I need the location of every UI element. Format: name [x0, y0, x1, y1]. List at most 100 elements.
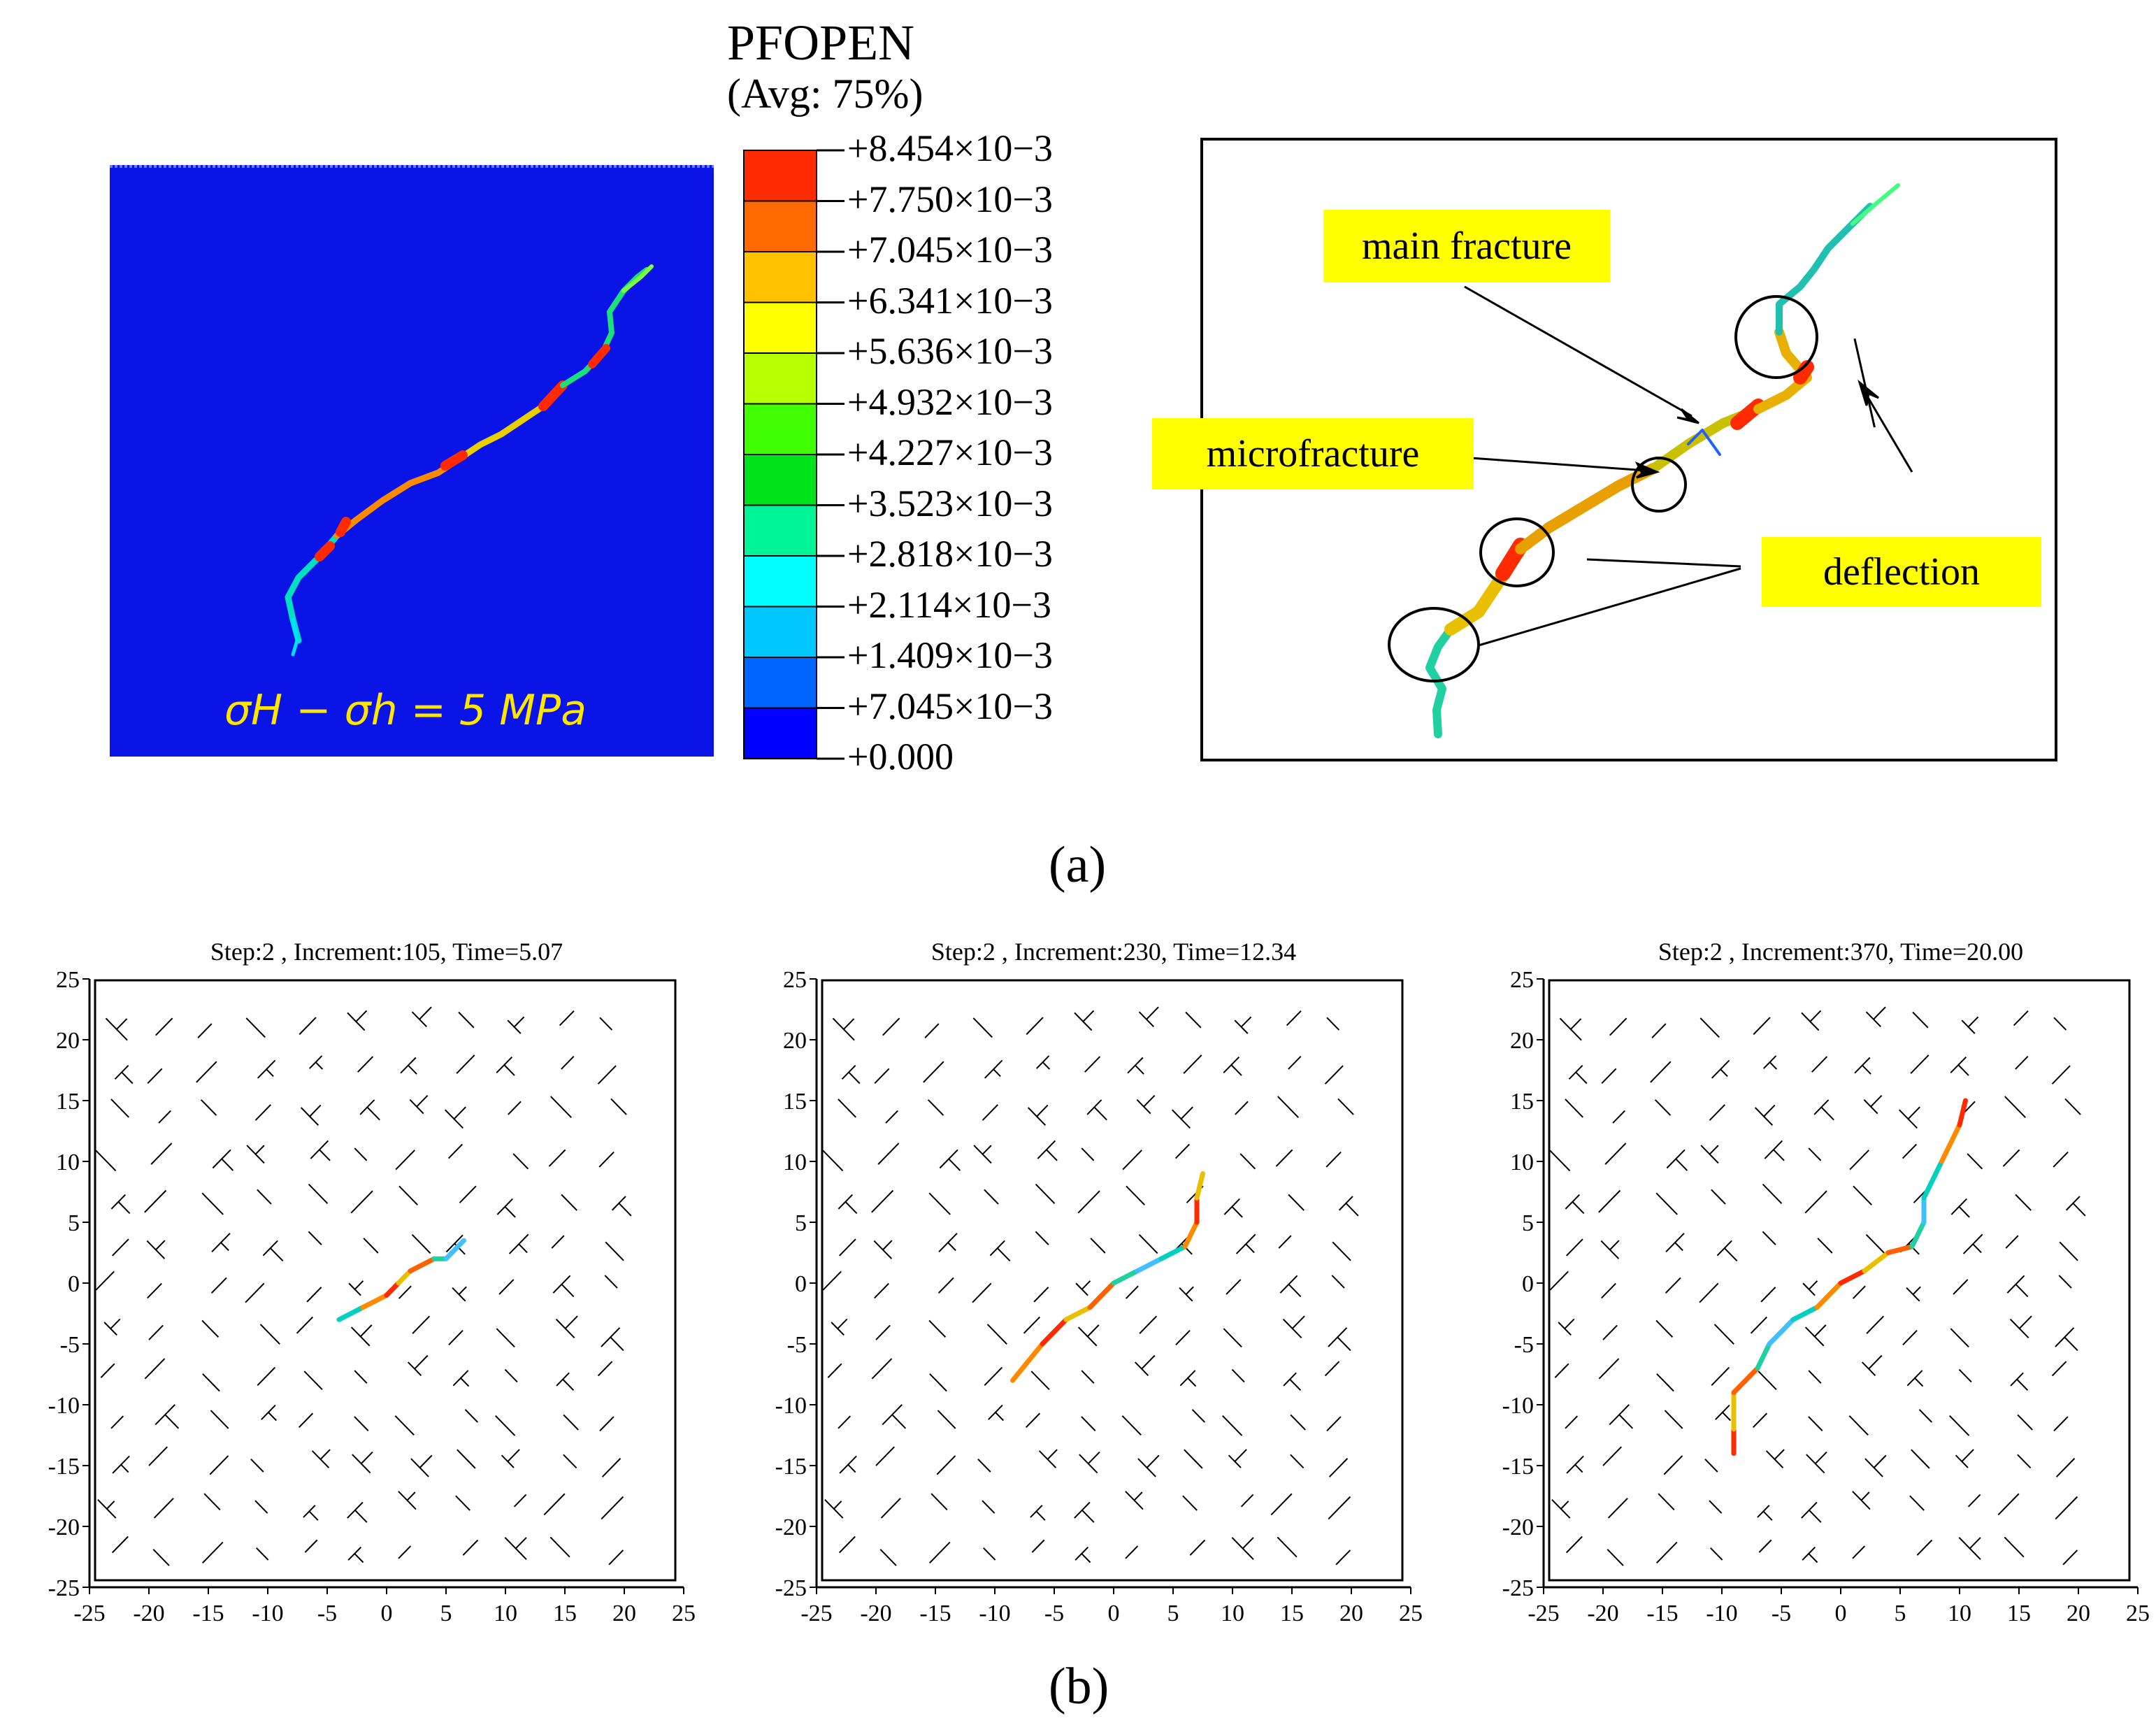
fracture-plot-step-370: Step:2 , Increment:370, Time=20.00 25 20 15… [1502, 938, 2150, 1626]
y-tick-label: 15 [783, 1089, 807, 1115]
legend-tick-label: +2.818×10−3 [847, 533, 1053, 575]
legend-tick-label: +7.750×10−3 [847, 178, 1053, 220]
x-tick-label: 5 [1167, 1601, 1179, 1626]
y-tick-label: 5 [795, 1210, 807, 1236]
x-tick-label: 10 [1221, 1601, 1244, 1626]
fracture-plot-step-230: Step:2 , Increment:230, Time=12.34 25 20 15… [775, 938, 1423, 1626]
legend-color-segment [743, 301, 817, 354]
y-tick-label: -5 [1514, 1332, 1534, 1358]
y-tick-label: -15 [48, 1454, 80, 1480]
legend-tick-label: +0.000 [847, 736, 954, 778]
y-tick-label: 0 [795, 1271, 807, 1297]
x-tick-label: -10 [1706, 1601, 1737, 1626]
y-tick-label: 15 [56, 1089, 80, 1115]
y-tick-label: 20 [1510, 1028, 1534, 1054]
legend-tick-label: +4.227×10−3 [847, 431, 1053, 473]
y-tick-label: -15 [1502, 1454, 1534, 1480]
x-tick-label: 25 [672, 1601, 696, 1626]
hydraulic-fracture-path [336, 1238, 466, 1322]
hydraulic-fracture-path [1010, 1171, 1205, 1383]
y-tick-label: -25 [1502, 1575, 1534, 1601]
y-tick-label: 0 [68, 1271, 80, 1297]
legend-tick-label: +7.045×10−3 [847, 685, 1053, 727]
x-tick-label: -15 [192, 1601, 224, 1626]
deflection-callout: deflection [1762, 537, 2041, 607]
legend-color-segment [743, 200, 817, 252]
y-tick-label: 5 [1522, 1210, 1534, 1236]
x-tick-label: -25 [73, 1601, 105, 1626]
y-tick-label: 20 [56, 1028, 80, 1054]
microfracture-callout: microfracture [1152, 418, 1474, 489]
sim-contour-plot: σH − σh = 5 MPa [110, 165, 714, 757]
x-tick-label: -25 [1528, 1601, 1559, 1626]
legend-color-segment [743, 555, 817, 608]
y-tick-label: -10 [1502, 1393, 1534, 1419]
y-tick-label: -25 [775, 1575, 807, 1601]
y-tick-label: -15 [775, 1454, 807, 1480]
sim-stress-annotation: σH − σh = 5 MPa [224, 686, 587, 735]
x-tick-label: -15 [1646, 1601, 1678, 1626]
y-tick-label: 15 [1510, 1089, 1534, 1115]
x-tick-label: 20 [2067, 1601, 2090, 1626]
x-tick-label: -20 [860, 1601, 891, 1626]
x-tick-label: 25 [2126, 1601, 2150, 1626]
legend-subtitle: (Avg: 75%) [727, 71, 924, 117]
x-tick-label: 0 [1835, 1601, 1847, 1626]
sim-background [110, 165, 714, 757]
hydraulic-fracture-path [1731, 1098, 1968, 1456]
x-tick-label: -20 [1587, 1601, 1618, 1626]
legend-tick-label: +2.114×10−3 [847, 583, 1051, 626]
legend-tick-label: +3.523×10−3 [847, 482, 1053, 524]
y-tick-label: -5 [60, 1332, 80, 1358]
fracture-plot-step-105: Step:2 , Increment:105, Time=5.07 25 20 15 1… [48, 938, 696, 1626]
y-tick-label: 10 [56, 1150, 80, 1175]
panel-b-label: (b) [1049, 1658, 1109, 1715]
legend-tick-label: +4.932×10−3 [847, 380, 1053, 423]
y-tick-label: 5 [68, 1210, 80, 1236]
x-tick-label: 15 [1280, 1601, 1304, 1626]
plot-frame [1548, 979, 2131, 1582]
y-tick-label: -10 [48, 1393, 80, 1419]
deflection-circle-2 [1479, 517, 1555, 587]
natural-fracture-network [1549, 1006, 2086, 1566]
x-tick-label: -15 [919, 1601, 951, 1626]
natural-fracture-network [822, 1006, 1359, 1566]
x-tick-label: -5 [317, 1601, 337, 1626]
x-tick-label: 5 [1895, 1601, 1906, 1626]
x-tick-label: 25 [1399, 1601, 1423, 1626]
x-tick-label: 10 [494, 1601, 517, 1626]
legend-color-bar [743, 149, 845, 760]
legend-title: PFOPEN [727, 15, 915, 71]
x-tick-label: 10 [1948, 1601, 1971, 1626]
y-tick-label: 25 [1510, 967, 1534, 993]
sim-fracture-path [285, 264, 654, 657]
legend-tick-label: +8.454×10−3 [847, 127, 1053, 169]
panel-a-label: (a) [1049, 836, 1107, 894]
y-tick-label: -25 [48, 1575, 80, 1601]
legend-color-segment [743, 707, 817, 759]
y-tick-label: 20 [783, 1028, 807, 1054]
x-tick-label: -5 [1771, 1601, 1791, 1626]
legend-color-segment [743, 403, 817, 455]
x-tick-label: 20 [1339, 1601, 1363, 1626]
x-tick-label: 20 [612, 1601, 636, 1626]
legend-color-segment [743, 657, 817, 709]
plot-frame [821, 979, 1404, 1582]
x-tick-label: 0 [1108, 1601, 1120, 1626]
y-tick-label: -20 [775, 1515, 807, 1540]
y-tick-label: -20 [1502, 1515, 1534, 1540]
plot-title: Step:2 , Increment:105, Time=5.07 [210, 938, 563, 966]
y-tick-label: 25 [783, 967, 807, 993]
detail-fracture-path [1425, 183, 1900, 738]
legend-color-segment [743, 352, 817, 405]
legend-tick-label: +6.341×10−3 [847, 279, 1053, 322]
legend-tick-label: +1.409×10−3 [847, 634, 1053, 676]
legend-color-segment [743, 504, 817, 557]
legend-color-segment [743, 454, 817, 506]
plot-title: Step:2 , Increment:230, Time=12.34 [931, 938, 1296, 966]
plot-title: Step:2 , Increment:370, Time=20.00 [1658, 938, 2023, 966]
y-tick-label: 10 [1510, 1150, 1534, 1175]
main-fracture-callout: main fracture [1323, 210, 1610, 282]
x-tick-label: -25 [800, 1601, 832, 1626]
y-tick-label: 10 [783, 1150, 807, 1175]
